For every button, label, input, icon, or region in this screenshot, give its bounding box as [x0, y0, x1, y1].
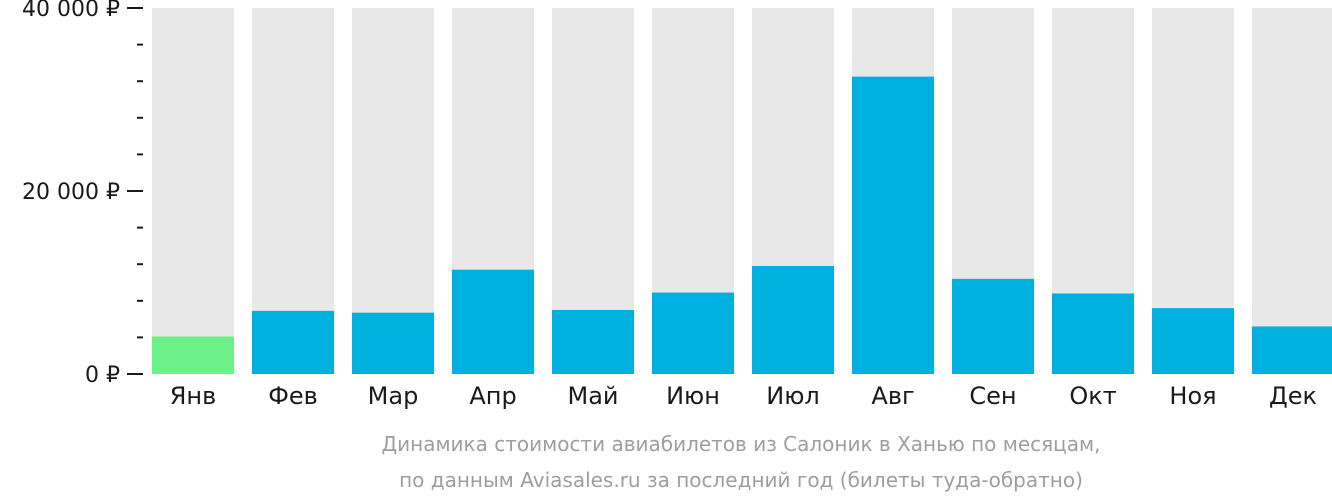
bar[interactable] — [852, 76, 934, 374]
bar[interactable] — [452, 269, 534, 374]
x-tick-label: Фев — [268, 382, 318, 410]
bar-track — [152, 8, 234, 374]
caption-line-2: по данным Aviasales.ru за последний год … — [399, 468, 1083, 492]
bar[interactable] — [252, 310, 334, 374]
bar[interactable] — [952, 278, 1034, 374]
bar-track — [1252, 8, 1332, 374]
x-tick-label: Янв — [170, 382, 217, 410]
bar[interactable] — [152, 336, 234, 374]
x-tick-label: Мар — [368, 382, 419, 410]
x-tick-label: Сен — [969, 382, 1016, 410]
y-axis: 0 ₽ 20 000 ₽ 40 000 ₽ — [22, 0, 143, 388]
x-tick-label: Май — [567, 382, 618, 410]
x-axis: Янв Фев Мар Апр Май Июн Июл Авг Сен Окт Ноя Дек — [170, 382, 1317, 410]
x-tick-label: Ноя — [1169, 382, 1216, 410]
bar[interactable] — [1152, 308, 1234, 374]
x-tick-label: Авг — [871, 382, 914, 410]
bar[interactable] — [552, 309, 634, 374]
y-tick-label: 0 ₽ — [85, 363, 120, 388]
x-tick-label: Окт — [1069, 382, 1116, 410]
caption-line-1: Динамика стоимости авиабилетов из Салони… — [381, 432, 1101, 456]
x-tick-label: Дек — [1269, 382, 1317, 410]
bar[interactable] — [352, 312, 434, 374]
bar[interactable] — [752, 266, 834, 374]
bars — [152, 8, 1332, 374]
bar[interactable] — [652, 292, 734, 374]
bar[interactable] — [1252, 326, 1332, 374]
x-tick-label: Июн — [666, 382, 720, 410]
x-tick-label: Апр — [469, 382, 516, 410]
y-tick-label: 20 000 ₽ — [22, 180, 120, 205]
bar[interactable] — [1052, 293, 1134, 374]
x-tick-label: Июл — [766, 382, 820, 410]
y-tick-label: 40 000 ₽ — [22, 0, 120, 22]
